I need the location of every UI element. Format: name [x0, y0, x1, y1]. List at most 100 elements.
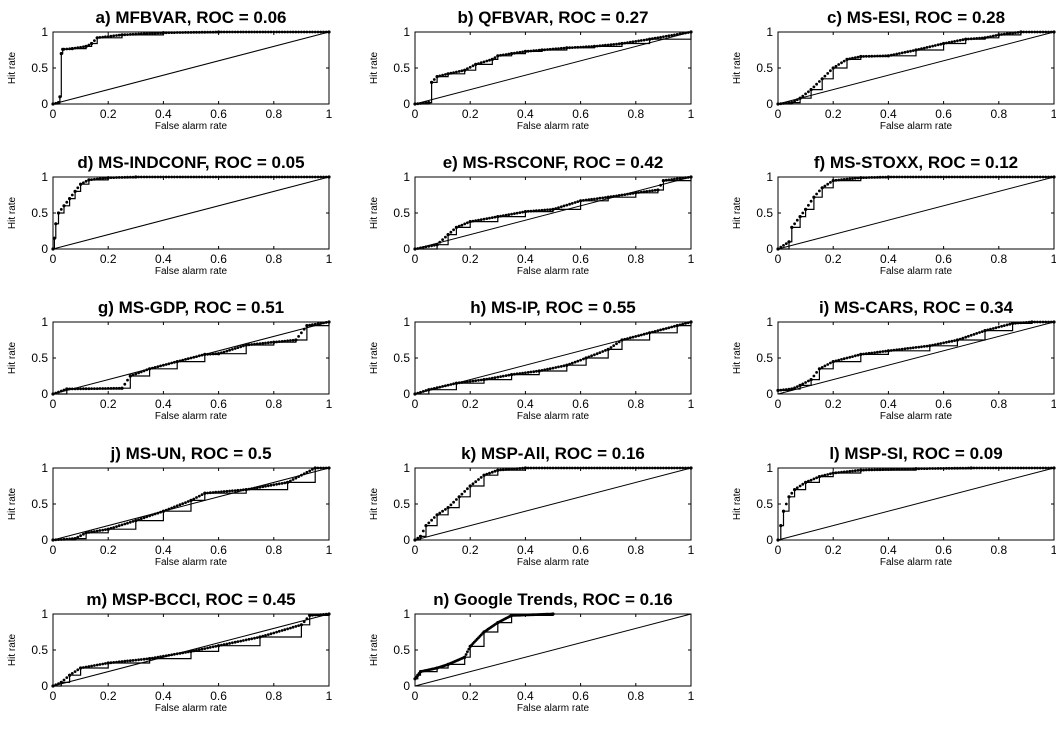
x-tick-label: 0.4 — [517, 543, 534, 557]
roc-point — [189, 175, 193, 179]
roc-point — [1022, 321, 1025, 324]
roc-point — [222, 643, 226, 646]
roc-point — [873, 176, 876, 179]
roc-curve-line — [53, 614, 330, 687]
x-axis-label: False alarm rate — [880, 557, 953, 568]
roc-point — [994, 326, 998, 330]
roc-point — [673, 324, 676, 328]
roc-point — [958, 175, 962, 179]
roc-point — [620, 466, 624, 470]
roc-point — [115, 386, 118, 390]
roc-panel: i) MS-CARS, ROC = 0.340 0.2 0.4 0.6 0.8 100.5… — [732, 298, 1056, 422]
roc-point — [297, 30, 300, 34]
roc-point — [582, 45, 585, 49]
roc-point — [496, 375, 500, 379]
roc-point — [247, 175, 251, 179]
roc-point — [670, 34, 674, 37]
roc-point — [145, 515, 149, 519]
panel-title: e) MS-RSCONF, ROC = 0.42 — [443, 153, 664, 172]
roc-point — [1000, 466, 1003, 470]
x-axis-label: False alarm rate — [517, 121, 590, 132]
roc-point — [468, 644, 472, 649]
roc-point — [925, 175, 929, 179]
roc-point — [90, 530, 93, 534]
roc-point — [308, 469, 312, 473]
roc-point — [214, 490, 218, 494]
roc-point — [776, 247, 780, 251]
roc-point — [562, 466, 566, 470]
roc-point — [84, 44, 88, 49]
roc-point — [499, 375, 502, 378]
roc-point — [59, 538, 63, 541]
roc-point — [587, 45, 591, 49]
roc-point — [546, 367, 549, 371]
roc-point — [1002, 175, 1006, 179]
roc-point — [801, 211, 805, 215]
roc-point — [112, 176, 116, 180]
roc-point — [115, 176, 118, 179]
roc-point — [598, 466, 602, 470]
roc-point — [568, 362, 571, 366]
roc-panel: l) MSP-SI, ROC = 0.090 0.2 0.4 0.6 0.8 100.51… — [732, 444, 1056, 568]
roc-point — [1041, 320, 1045, 324]
roc-point — [148, 175, 152, 179]
roc-point — [308, 30, 312, 34]
roc-point — [175, 360, 179, 364]
roc-point — [490, 376, 494, 380]
roc-point — [593, 197, 596, 201]
roc-point — [220, 175, 223, 179]
roc-point — [73, 46, 77, 50]
roc-point — [939, 342, 943, 345]
roc-point — [327, 320, 331, 324]
roc-point — [510, 467, 513, 471]
y-tick-label: 1 — [766, 170, 773, 184]
roc-point — [62, 204, 66, 208]
roc-point — [173, 31, 176, 34]
roc-point — [142, 32, 146, 36]
roc-point — [258, 485, 262, 489]
roc-point — [1038, 320, 1042, 324]
roc-point — [972, 37, 976, 40]
roc-point — [222, 490, 226, 493]
roc-point — [1041, 175, 1045, 179]
roc-point — [463, 655, 467, 659]
roc-point — [895, 175, 899, 179]
roc-point — [316, 466, 320, 470]
roc-point — [582, 199, 585, 202]
roc-point — [980, 330, 984, 333]
roc-point — [206, 175, 210, 179]
y-tick-label: 0 — [403, 97, 410, 111]
x-tick-label: 1 — [1051, 543, 1056, 557]
x-tick-label: 0.2 — [100, 107, 117, 121]
roc-point — [128, 659, 132, 663]
roc-point — [521, 50, 524, 54]
roc-point — [277, 340, 281, 343]
roc-point — [134, 175, 138, 179]
roc-point — [540, 208, 544, 212]
roc-point — [648, 466, 651, 470]
roc-point — [920, 175, 923, 179]
roc-point — [917, 48, 921, 51]
roc-point — [939, 42, 943, 46]
y-tick-label: 0.5 — [31, 351, 48, 365]
roc-point — [895, 467, 899, 471]
roc-point — [684, 176, 687, 180]
roc-point — [457, 224, 461, 228]
roc-point — [606, 466, 610, 470]
roc-point — [242, 175, 245, 179]
roc-point — [269, 175, 273, 179]
roc-point — [255, 30, 259, 34]
roc-point — [275, 482, 278, 486]
roc-point — [233, 30, 237, 34]
roc-point — [195, 30, 198, 34]
roc-point — [131, 659, 135, 662]
roc-point — [518, 50, 522, 54]
roc-point — [449, 503, 453, 507]
roc-point — [101, 387, 105, 390]
roc-point — [1014, 175, 1017, 179]
roc-point — [236, 488, 240, 492]
roc-point — [582, 466, 585, 470]
roc-point — [886, 175, 891, 179]
roc-point — [521, 210, 524, 214]
roc-point — [1052, 30, 1056, 34]
